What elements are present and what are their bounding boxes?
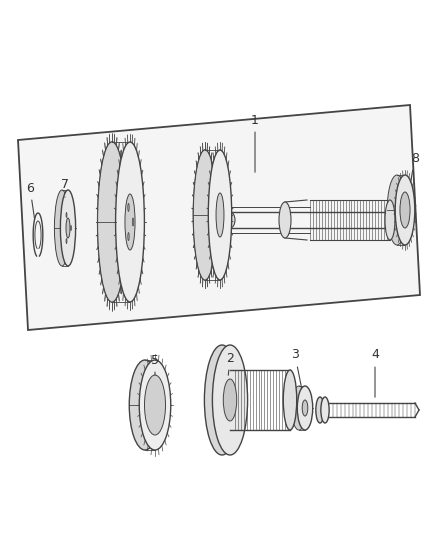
Ellipse shape bbox=[54, 190, 70, 266]
Ellipse shape bbox=[385, 200, 395, 240]
Ellipse shape bbox=[283, 370, 297, 430]
Text: 5: 5 bbox=[151, 353, 159, 375]
Ellipse shape bbox=[60, 190, 76, 266]
Text: 4: 4 bbox=[371, 349, 379, 397]
Ellipse shape bbox=[129, 360, 161, 450]
Ellipse shape bbox=[302, 400, 308, 416]
Ellipse shape bbox=[212, 345, 247, 455]
Ellipse shape bbox=[98, 142, 127, 302]
Ellipse shape bbox=[223, 379, 237, 421]
Ellipse shape bbox=[387, 175, 407, 245]
Ellipse shape bbox=[107, 194, 117, 250]
Text: 6: 6 bbox=[26, 182, 35, 219]
Text: 2: 2 bbox=[226, 351, 234, 375]
Text: 1: 1 bbox=[251, 114, 259, 172]
Ellipse shape bbox=[321, 397, 329, 423]
Text: 7: 7 bbox=[61, 179, 69, 197]
Ellipse shape bbox=[400, 192, 410, 228]
Ellipse shape bbox=[201, 193, 209, 237]
Text: 8: 8 bbox=[410, 151, 419, 182]
Ellipse shape bbox=[297, 386, 313, 430]
Text: 3: 3 bbox=[291, 349, 301, 387]
Ellipse shape bbox=[279, 202, 291, 238]
Ellipse shape bbox=[145, 375, 166, 435]
Ellipse shape bbox=[205, 345, 240, 455]
Ellipse shape bbox=[128, 204, 129, 212]
Ellipse shape bbox=[316, 397, 324, 423]
Ellipse shape bbox=[139, 360, 171, 450]
Ellipse shape bbox=[128, 232, 129, 240]
Ellipse shape bbox=[66, 218, 70, 238]
Ellipse shape bbox=[98, 142, 127, 302]
Ellipse shape bbox=[193, 150, 217, 280]
Polygon shape bbox=[18, 105, 420, 330]
Ellipse shape bbox=[116, 142, 145, 302]
Ellipse shape bbox=[193, 150, 217, 280]
Ellipse shape bbox=[132, 218, 134, 226]
Ellipse shape bbox=[208, 150, 232, 280]
Ellipse shape bbox=[125, 194, 135, 250]
Ellipse shape bbox=[291, 386, 307, 430]
Ellipse shape bbox=[225, 212, 235, 228]
Ellipse shape bbox=[216, 193, 224, 237]
Ellipse shape bbox=[395, 175, 415, 245]
Ellipse shape bbox=[66, 213, 67, 217]
Ellipse shape bbox=[66, 238, 67, 244]
